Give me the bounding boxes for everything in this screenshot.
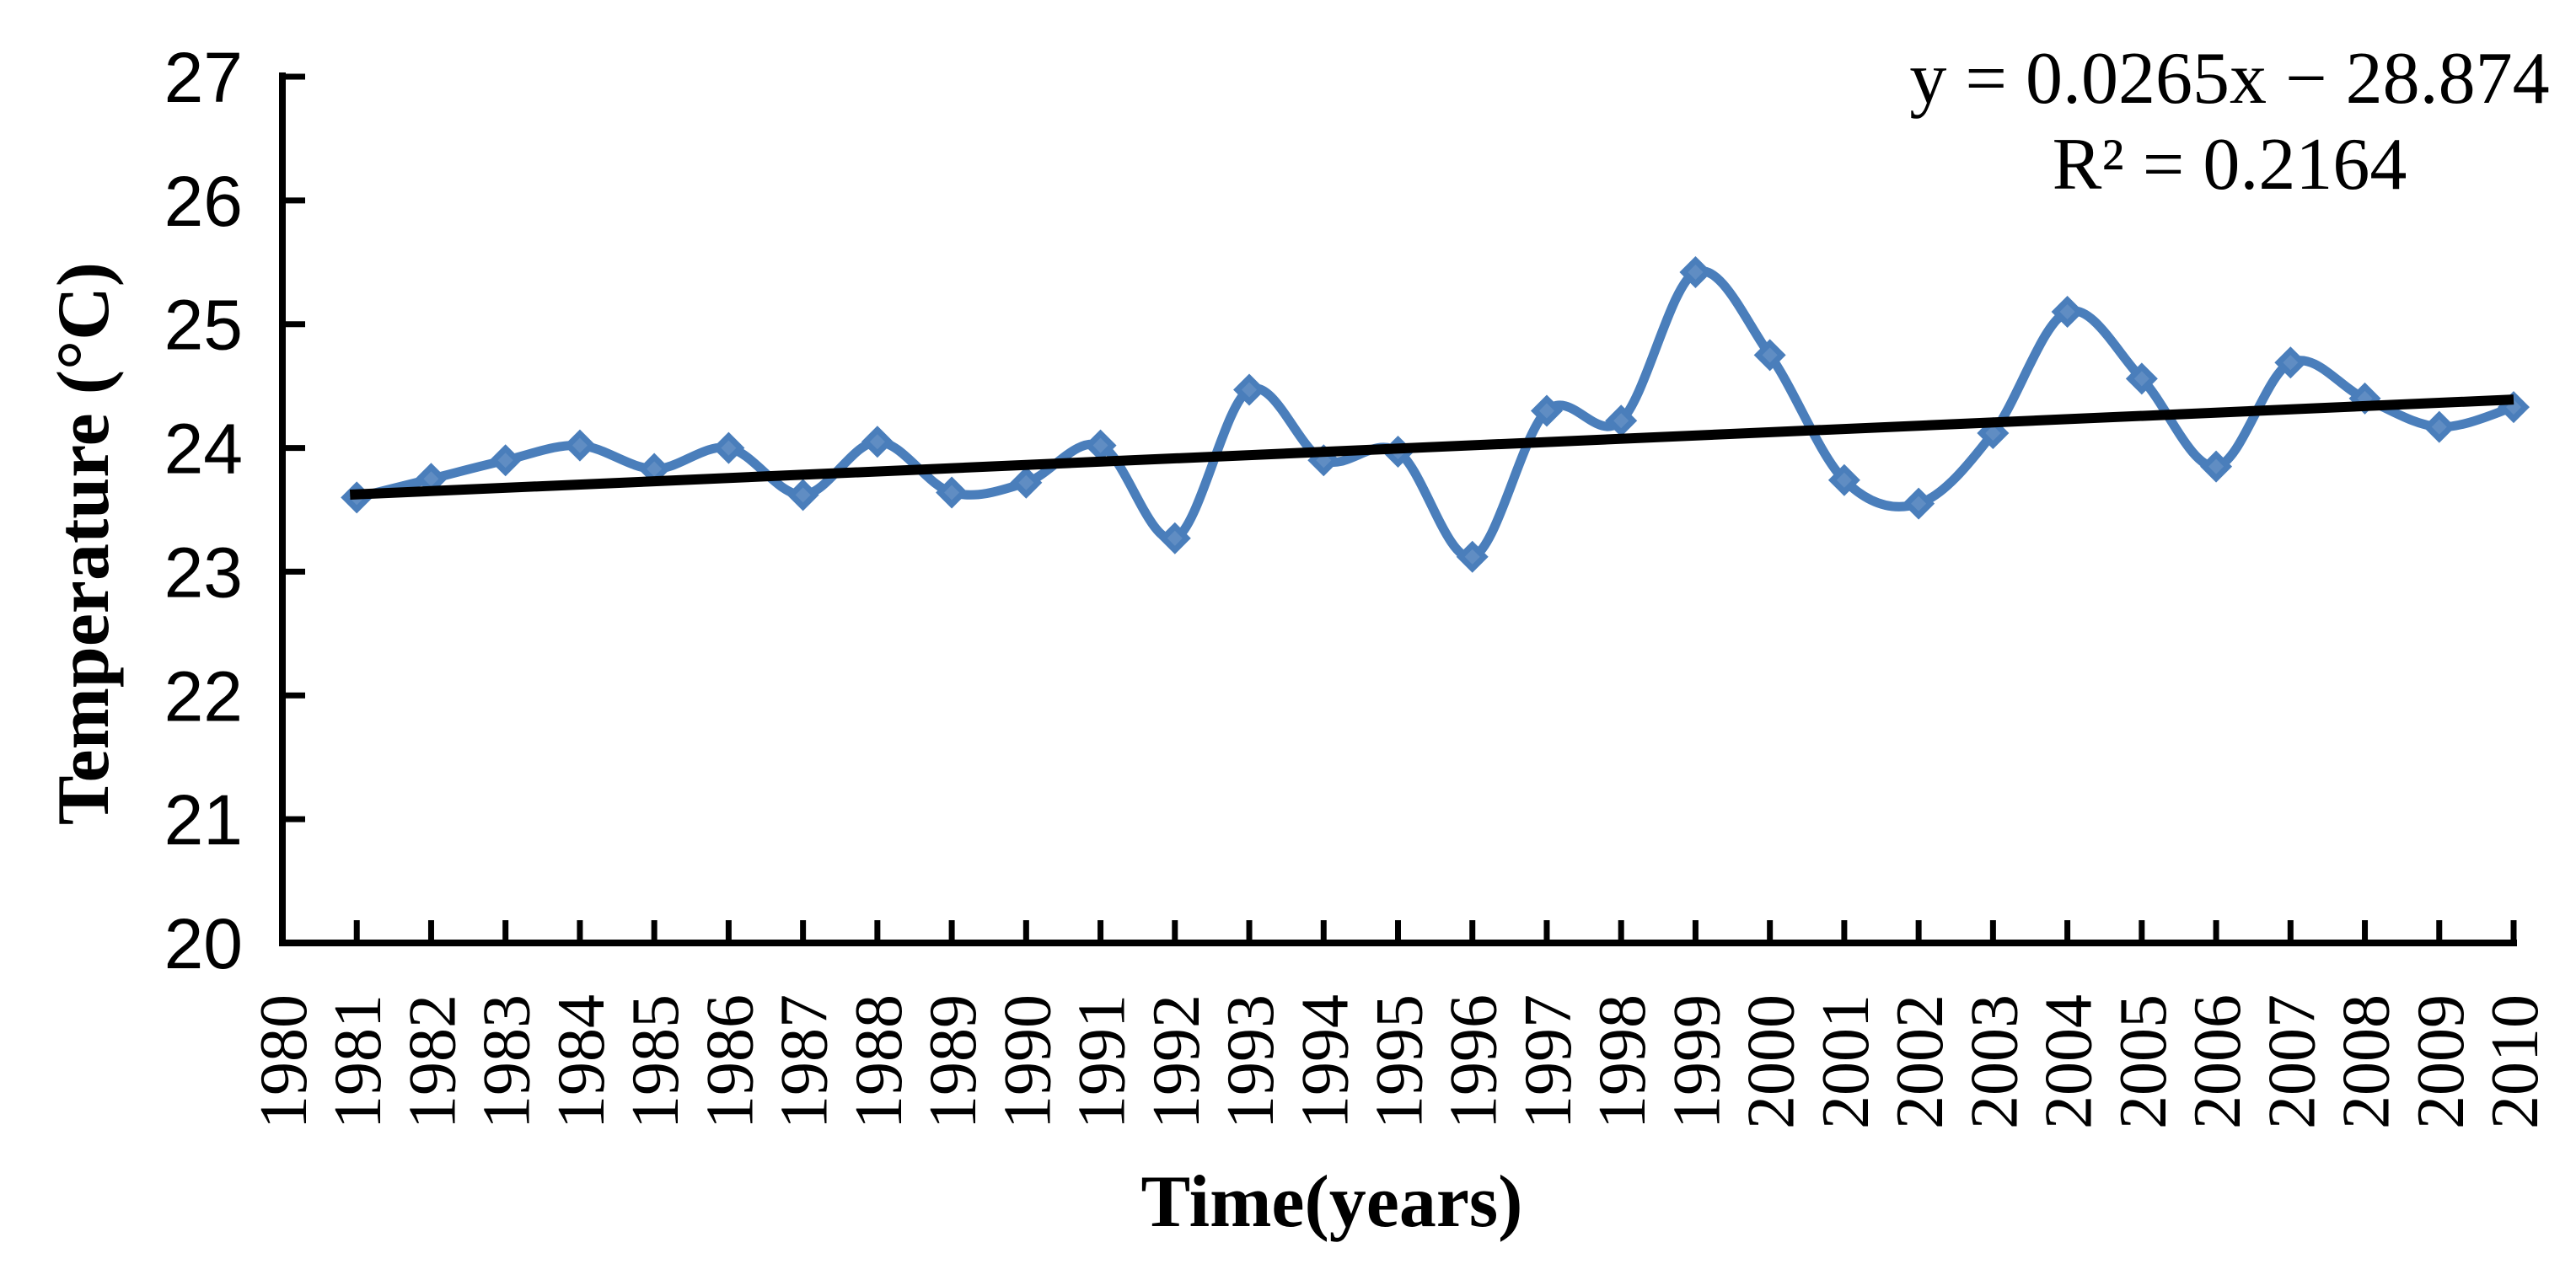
data-point-marker [1010, 466, 1043, 499]
trendline-equation-label: y = 0.0265x − 28.874 [1909, 38, 2549, 120]
y-tick-label: 23 [164, 533, 243, 612]
y-tick-label: 26 [164, 162, 243, 241]
data-point-marker-highlight [497, 453, 513, 469]
x-tick-label: 1980 [247, 994, 321, 1129]
x-tick-label: 2004 [2032, 994, 2106, 1129]
data-point-marker [2200, 450, 2233, 483]
data-point-marker [1530, 394, 1563, 427]
data-point-marker-highlight [869, 434, 885, 450]
data-point-marker-highlight [2283, 355, 2299, 371]
data-point-marker-highlight [2431, 419, 2447, 435]
data-point-marker-highlight [1762, 347, 1778, 363]
data-point-marker [1084, 429, 1117, 462]
x-tick-label: 2005 [2106, 994, 2181, 1129]
data-point-marker-highlight [1836, 472, 1852, 488]
x-tick-label: 2010 [2478, 994, 2552, 1129]
x-tick-label: 1994 [1288, 994, 1362, 1129]
y-axis-title: Temperature (°C) [43, 262, 125, 825]
x-tick-label: 1996 [1437, 994, 1511, 1129]
data-point-marker-highlight [1688, 265, 1704, 281]
series-layer [341, 256, 2530, 573]
x-tick-label: 2001 [1809, 994, 1883, 1129]
x-tick-label: 2008 [2330, 994, 2404, 1129]
data-point-marker [1456, 540, 1489, 573]
data-point-marker [1827, 463, 1860, 496]
x-tick-label: 1988 [842, 994, 916, 1129]
data-point-marker-highlight [721, 440, 737, 456]
x-tick-label: 1998 [1586, 994, 1660, 1129]
y-tick-label: 24 [164, 410, 243, 489]
data-point-marker [1158, 522, 1191, 554]
data-point-marker-highlight [1985, 425, 2001, 441]
x-tick-label: 1984 [545, 994, 619, 1129]
x-tick-label: 2007 [2255, 994, 2329, 1129]
data-point-marker [489, 444, 522, 477]
trend-line [349, 394, 2514, 501]
data-point-marker [712, 431, 745, 464]
x-tick-label: 1983 [470, 994, 545, 1129]
x-tick-label: 1993 [1214, 994, 1288, 1129]
x-tick-label: 1999 [1660, 994, 1734, 1129]
data-point-marker-highlight [1167, 530, 1183, 546]
data-point-marker-highlight [1538, 403, 1554, 419]
x-tick-label: 1991 [1065, 994, 1140, 1129]
x-tick-label: 1987 [768, 994, 842, 1129]
data-point-marker-highlight [572, 437, 588, 453]
r-squared-label: R² = 0.2164 [2053, 124, 2407, 206]
data-point-marker [1233, 373, 1266, 406]
x-axis-title: Time(years) [1141, 1161, 1523, 1243]
data-point-marker [1753, 339, 1786, 372]
x-tick-label: 2009 [2404, 994, 2478, 1129]
data-point-marker [2274, 346, 2307, 379]
data-point-marker [1902, 487, 1935, 520]
data-point-marker-highlight [423, 471, 439, 487]
data-point-marker-highlight [1464, 549, 1480, 565]
x-tick-label: 2003 [1957, 994, 2031, 1129]
x-tick-label: 2002 [1883, 994, 1957, 1129]
data-point-marker [1605, 404, 1638, 437]
x-tick-label: 1982 [395, 994, 470, 1129]
data-point-marker-highlight [1092, 437, 1108, 453]
data-point-marker-highlight [1242, 382, 1258, 398]
y-tick-label: 22 [164, 656, 243, 736]
x-tick-label: 1997 [1511, 994, 1586, 1129]
y-tick-label: 27 [164, 38, 243, 117]
x-tick-label: 1985 [619, 994, 693, 1129]
axes-layer: 20 21 22 23 24 25 26 27 1980 1981 1982 1983 1984 1985… [164, 38, 2552, 1129]
data-point-marker-highlight [647, 461, 663, 477]
x-tick-label: 1989 [916, 994, 990, 1129]
data-point-marker [563, 429, 596, 462]
y-tick-label: 25 [164, 286, 243, 365]
y-tick-label: 21 [164, 780, 243, 860]
data-point-marker [861, 426, 894, 458]
x-tick-label: 1992 [1140, 994, 1214, 1129]
x-tick-label: 2006 [2181, 994, 2255, 1129]
data-point-marker-highlight [1911, 495, 1927, 511]
x-tick-label: 1995 [1363, 994, 1437, 1129]
x-tick-label: 1986 [693, 994, 767, 1129]
y-tick-label: 20 [164, 904, 243, 983]
x-tick-label: 1981 [321, 994, 395, 1129]
data-point-marker-highlight [1018, 474, 1034, 490]
data-point-marker [786, 479, 819, 511]
data-point-marker [936, 476, 969, 509]
data-point-marker-highlight [2059, 304, 2075, 320]
data-point-marker [2051, 296, 2084, 329]
data-point-marker [2125, 362, 2158, 395]
data-point-marker-highlight [1613, 413, 1629, 429]
data-point-marker-highlight [795, 487, 811, 503]
x-tick-label: 2000 [1735, 994, 1809, 1129]
data-point-marker [2423, 410, 2455, 443]
data-point-marker [1679, 256, 1712, 289]
x-tick-label: 1990 [990, 994, 1065, 1129]
data-point-marker-highlight [944, 485, 960, 501]
data-point-marker-highlight [2133, 371, 2149, 387]
data-point-marker-highlight [2208, 458, 2224, 474]
